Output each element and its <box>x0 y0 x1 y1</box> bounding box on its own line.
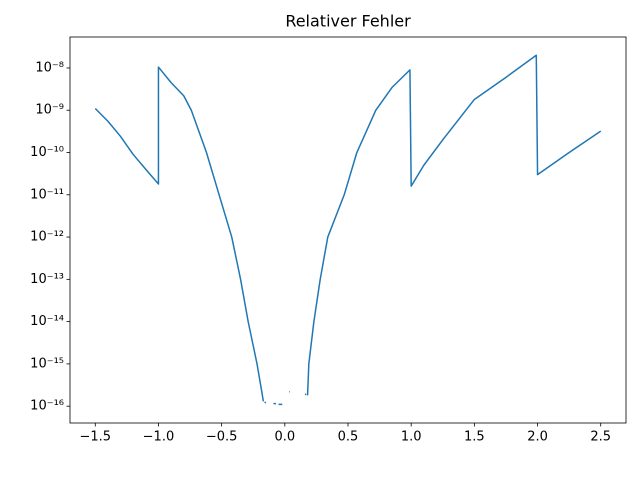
y-tick-label: 10⁻⁸ <box>35 60 64 75</box>
x-tick-label: 1.0 <box>401 430 422 445</box>
x-tick-label: 2.5 <box>590 430 611 445</box>
data-line <box>94 54 602 406</box>
chart-title: Relativer Fehler <box>285 12 411 31</box>
x-tick-label: 0.5 <box>338 430 359 445</box>
y-tick-label: 10⁻¹⁰ <box>30 145 64 160</box>
x-tick-label: 2.0 <box>527 430 548 445</box>
y-tick-label: 10⁻¹² <box>30 230 64 245</box>
x-tick-label: −0.5 <box>206 430 238 445</box>
x-tick-label: −1.0 <box>143 430 175 445</box>
axes-frame <box>69 36 627 424</box>
y-tick-label: 10⁻⁹ <box>35 103 64 118</box>
y-tick-label: 10⁻¹⁴ <box>30 314 64 329</box>
x-tick-label: 1.5 <box>464 430 485 445</box>
y-tick-label: 10⁻¹¹ <box>30 187 64 202</box>
y-tick-label: 10⁻¹³ <box>30 272 64 287</box>
x-tick-label: 0.0 <box>274 430 295 445</box>
y-tick-label: 10⁻¹⁵ <box>30 356 64 371</box>
x-tick-label: −1.5 <box>79 430 111 445</box>
y-tick-label: 10⁻¹⁶ <box>30 399 64 414</box>
